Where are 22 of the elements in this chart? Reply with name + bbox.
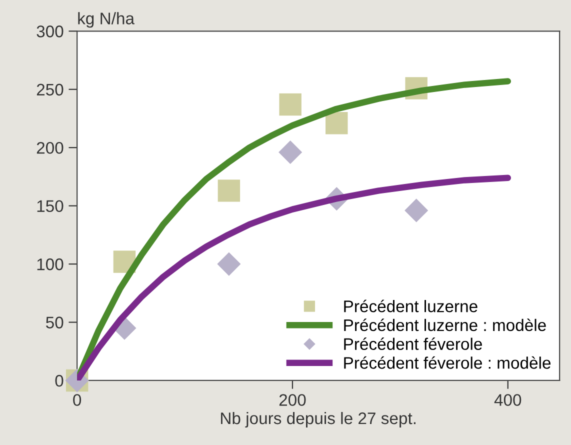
x-tick-label: 400: [494, 394, 522, 406]
point: [218, 180, 240, 202]
point: [217, 252, 241, 276]
legend-label: Précédent féverole: [344, 338, 482, 350]
x-axis-title: Nb jours depuis le 27 sept.: [221, 412, 416, 428]
y-tick-label: 300: [36, 26, 64, 38]
y-tick-label: 0: [55, 374, 64, 387]
point: [404, 198, 428, 222]
y-tick-label: 200: [36, 142, 64, 154]
legend-label: Précédent luzerne : modèle: [344, 318, 546, 332]
x-tick-label: 200: [279, 394, 306, 406]
legend-label: Précédent luzerne: [344, 300, 478, 312]
point: [279, 93, 302, 116]
legend-label: Précédent féverole : modèle: [344, 356, 551, 369]
x-tick-label: 0: [73, 394, 82, 406]
y-tick-label: 250: [36, 84, 64, 96]
y-tick-label: 50: [46, 316, 64, 328]
y-tick-label: 100: [37, 258, 64, 270]
point: [278, 140, 302, 164]
y-tick-label: 150: [37, 200, 64, 212]
y-axis-title: kg N/ha: [78, 12, 135, 28]
point: [326, 112, 348, 134]
